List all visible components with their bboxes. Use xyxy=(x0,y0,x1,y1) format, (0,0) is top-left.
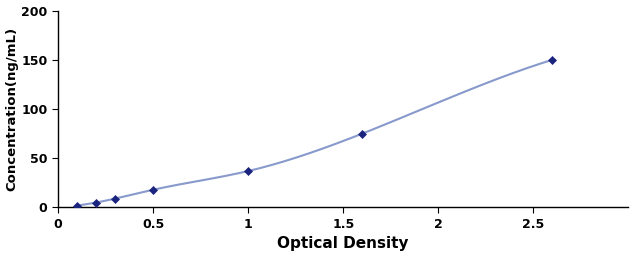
X-axis label: Optical Density: Optical Density xyxy=(278,236,409,251)
Y-axis label: Concentration(ng/mL): Concentration(ng/mL) xyxy=(6,27,18,191)
